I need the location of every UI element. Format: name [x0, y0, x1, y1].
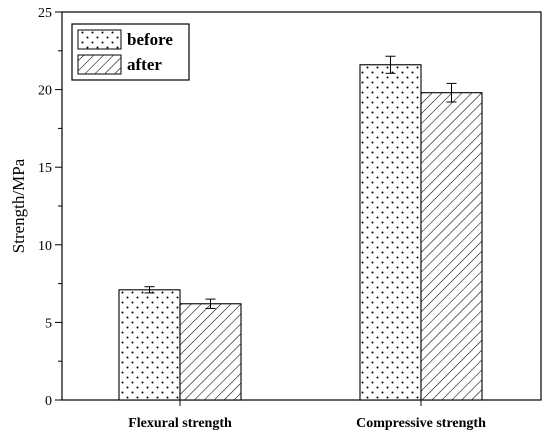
- y-axis-title: Strength/MPa: [9, 158, 28, 253]
- y-tick-label: 20: [38, 84, 52, 99]
- y-tick-label: 10: [38, 239, 52, 254]
- legend-swatch-after: [77, 54, 122, 75]
- x-category-label: Flexural strength: [128, 416, 232, 431]
- y-tick-label: 25: [38, 6, 52, 21]
- y-tick-label: 15: [38, 161, 52, 176]
- legend-label-after: after: [127, 55, 162, 74]
- legend-swatch-before: [77, 29, 122, 50]
- legend-label-before: before: [127, 30, 173, 49]
- y-tick-label: 5: [45, 316, 52, 331]
- y-tick-label: 0: [45, 394, 52, 409]
- bar-before: [118, 289, 181, 401]
- plot-area: 0 5 10 15 20 25 Strength/MPa Flexural strength C…: [9, 6, 542, 431]
- legend: before after: [71, 23, 190, 81]
- bar-before: [359, 64, 422, 401]
- bar-after: [179, 303, 242, 401]
- x-category-label: Compressive strength: [356, 416, 486, 431]
- bar-after: [420, 92, 483, 401]
